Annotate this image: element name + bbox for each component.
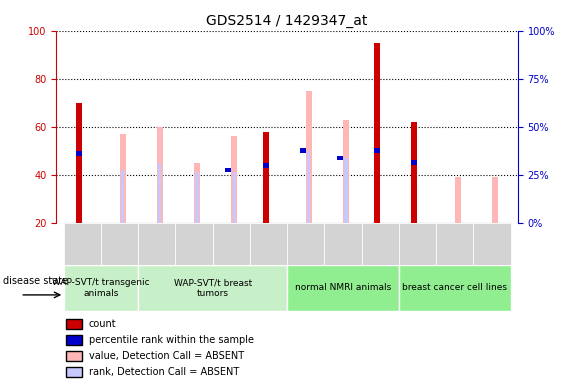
Bar [307,151,310,223]
FancyBboxPatch shape [65,335,82,345]
FancyBboxPatch shape [176,223,213,269]
Bar [374,43,380,223]
FancyBboxPatch shape [101,223,138,269]
Bar [157,127,163,223]
FancyBboxPatch shape [138,223,176,269]
FancyBboxPatch shape [324,223,361,269]
FancyBboxPatch shape [64,223,101,269]
Bar [77,103,82,223]
Bar [225,167,231,172]
Bar [412,161,417,165]
Bar [492,177,498,223]
FancyBboxPatch shape [399,265,511,311]
Bar [455,177,461,223]
Text: percentile rank within the sample: percentile rank within the sample [88,335,253,345]
FancyBboxPatch shape [361,223,399,269]
Bar [306,91,312,223]
FancyBboxPatch shape [64,265,138,311]
FancyBboxPatch shape [138,265,287,311]
Text: breast cancer cell lines: breast cancer cell lines [402,283,507,293]
Bar [412,122,417,223]
Bar [262,163,269,167]
FancyBboxPatch shape [65,351,82,361]
Text: normal NMRI animals: normal NMRI animals [295,283,391,293]
FancyBboxPatch shape [287,223,324,269]
FancyBboxPatch shape [213,223,250,269]
Bar [233,172,236,223]
Bar [337,156,343,161]
Bar [374,148,380,153]
Bar [262,131,269,223]
Text: value, Detection Call = ABSENT: value, Detection Call = ABSENT [88,351,244,361]
Title: GDS2514 / 1429347_at: GDS2514 / 1429347_at [207,14,368,28]
FancyBboxPatch shape [65,367,82,377]
Bar [195,172,199,223]
Bar [121,170,124,223]
FancyBboxPatch shape [250,223,287,269]
FancyBboxPatch shape [436,223,473,269]
Bar [77,151,82,156]
Bar [194,163,200,223]
FancyBboxPatch shape [65,319,82,329]
FancyBboxPatch shape [473,223,511,269]
Bar [119,134,126,223]
Text: disease state: disease state [3,276,69,286]
FancyBboxPatch shape [287,265,399,311]
FancyBboxPatch shape [399,223,436,269]
Bar [345,158,347,223]
Text: WAP-SVT/t transgenic
animals: WAP-SVT/t transgenic animals [52,278,150,298]
Bar [300,148,306,153]
Text: rank, Detection Call = ABSENT: rank, Detection Call = ABSENT [88,367,239,377]
Text: WAP-SVT/t breast
tumors: WAP-SVT/t breast tumors [173,278,252,298]
Bar [158,163,162,223]
Bar [231,136,237,223]
Bar [343,119,349,223]
Text: count: count [88,319,116,329]
